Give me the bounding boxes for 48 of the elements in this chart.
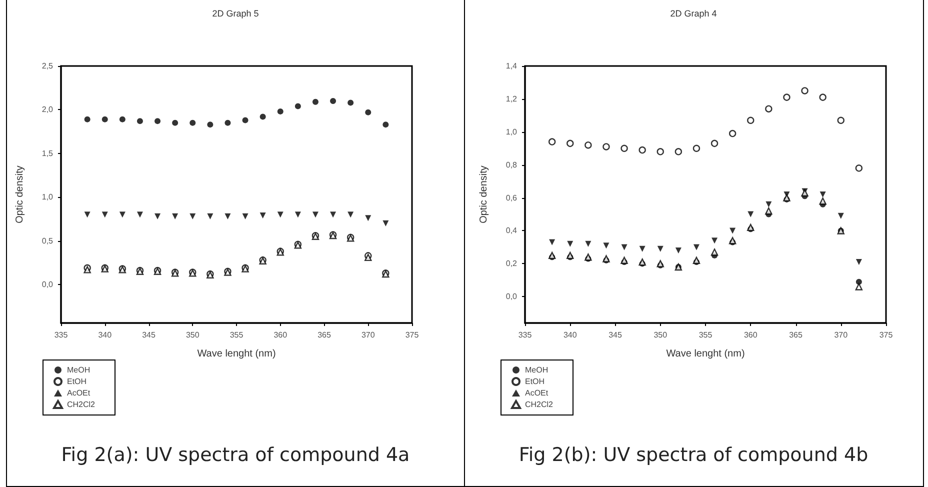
- x-tick-label: 350: [654, 330, 668, 340]
- x-tick-label: 355: [230, 330, 244, 340]
- legend-label: MeOH: [525, 366, 548, 374]
- caption: Fig 2(b): UV spectra of compound 4b: [518, 444, 870, 466]
- y-tick-label: 1,0: [42, 192, 54, 202]
- y-tick-label: 0,8: [506, 160, 518, 170]
- caption: Fig 2(a): UV spectra of compound 4a: [60, 444, 411, 466]
- x-tick-label: 345: [142, 330, 156, 340]
- x-tick-label: 335: [518, 330, 532, 340]
- legend-label: EtOH: [67, 377, 87, 386]
- y-tick-label: 0,5: [42, 236, 54, 246]
- x-tick-label: 360: [274, 330, 288, 340]
- y-tick-label: 2,5: [42, 62, 54, 70]
- x-tick-label: 340: [98, 330, 112, 340]
- x-tick-label: 345: [608, 330, 622, 340]
- y-tick-label: 1,0: [506, 127, 518, 136]
- x-tick-label: 340: [563, 330, 578, 340]
- y-tick-label: 0,0: [506, 292, 518, 302]
- legend-label: MeOH: [67, 366, 90, 374]
- x-tick-label: 370: [361, 330, 376, 340]
- x-tick-label: 375: [405, 330, 420, 340]
- y-axis-title: Optic density: [14, 166, 26, 224]
- y-tick-label: 1,2: [506, 94, 518, 104]
- y-tick-label: 2,0: [42, 105, 54, 114]
- x-tick-label: 350: [186, 330, 200, 340]
- legend-label: CH2Cl2: [525, 400, 554, 409]
- x-tick-label: 375: [879, 330, 894, 340]
- y-axis-title: Optic density: [478, 166, 490, 224]
- y-tick-label: 0,6: [506, 193, 518, 202]
- x-tick-label: 365: [789, 330, 803, 340]
- chart-title: 2D Graph 5: [212, 8, 259, 18]
- y-tick-label: 0,2: [506, 259, 518, 268]
- x-tick-label: 360: [744, 330, 758, 340]
- y-tick-label: 1,4: [506, 62, 518, 70]
- legend-label: EtOH: [525, 377, 545, 386]
- y-tick-label: 0,4: [506, 226, 518, 236]
- y-tick-label: 0,0: [42, 280, 54, 290]
- x-tick-label: 370: [834, 330, 848, 340]
- legend-label: CH2Cl2: [67, 400, 96, 409]
- x-tick-label: 365: [318, 330, 332, 340]
- x-tick-label: 335: [54, 330, 68, 340]
- x-axis-title: Wave lenght (nm): [666, 348, 745, 360]
- legend-label: AcOEt: [525, 388, 549, 398]
- x-tick-label: 355: [698, 330, 713, 340]
- chart-title: 2D Graph 4: [670, 8, 717, 18]
- x-axis-title: Wave lenght (nm): [197, 348, 276, 360]
- y-tick-label: 1,5: [42, 148, 54, 158]
- legend-label: AcOEt: [67, 388, 91, 398]
